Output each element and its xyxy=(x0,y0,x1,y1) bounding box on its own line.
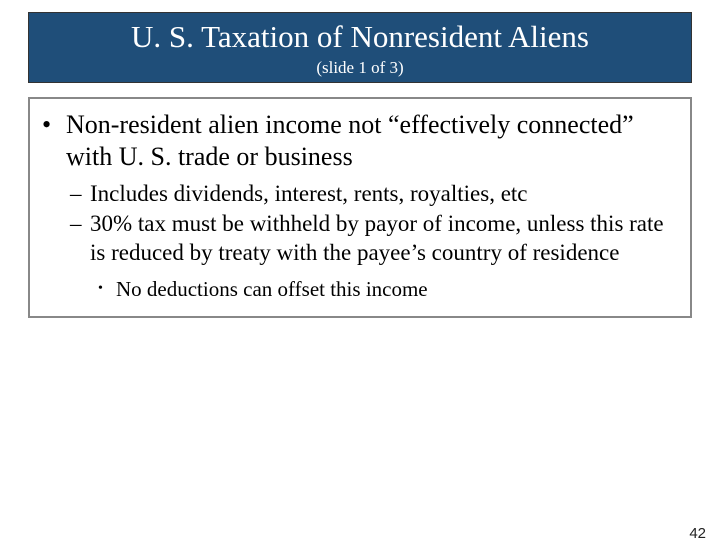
slide-title: U. S. Taxation of Nonresident Aliens xyxy=(39,19,681,55)
bullet-marker: • xyxy=(40,109,66,142)
bullet-level-2: – Includes dividends, interest, rents, r… xyxy=(70,180,680,209)
bullet-level-2: – 30% tax must be withheld by payor of i… xyxy=(70,210,680,268)
bullet-text: Includes dividends, interest, rents, roy… xyxy=(90,180,680,209)
dash-marker: – xyxy=(70,210,90,239)
bullet-text: No deductions can offset this income xyxy=(116,276,680,302)
bullet-level-3: • No deductions can offset this income xyxy=(98,276,680,302)
bullet-marker: • xyxy=(98,276,116,298)
content-box: • Non-resident alien income not “effecti… xyxy=(28,97,692,319)
title-box: U. S. Taxation of Nonresident Aliens (sl… xyxy=(28,12,692,83)
page-number: 42 xyxy=(689,525,706,542)
dash-marker: – xyxy=(70,180,90,209)
slide-subtitle: (slide 1 of 3) xyxy=(39,58,681,78)
bullet-text: 30% tax must be withheld by payor of inc… xyxy=(90,210,680,268)
bullet-text: Non-resident alien income not “effective… xyxy=(66,109,680,174)
bullet-level-1: • Non-resident alien income not “effecti… xyxy=(40,109,680,174)
